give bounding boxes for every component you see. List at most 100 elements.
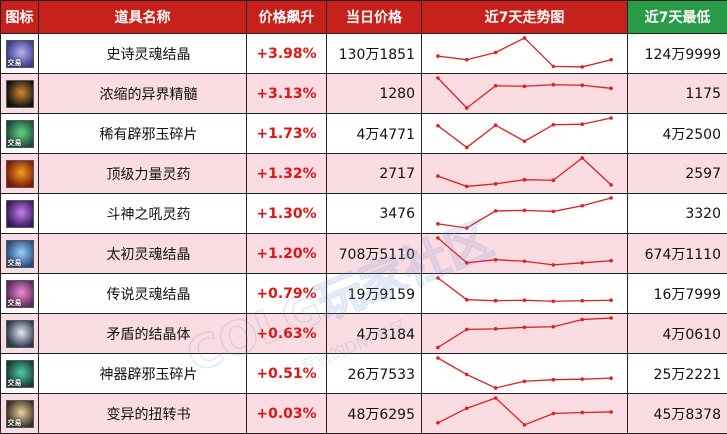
table-row: 顶级力量灵药 +1.32% 2717 2597	[0, 153, 727, 194]
item-name: 传说灵魂结晶	[38, 273, 247, 314]
price-change: +1.30%	[246, 193, 327, 234]
header-price: 当日价格	[326, 0, 422, 34]
trend-cell	[421, 273, 628, 314]
header-icon: 图标	[0, 0, 39, 34]
trend-cell	[421, 233, 628, 274]
header-change: 价格飙升	[246, 0, 327, 34]
trend-point	[464, 297, 469, 302]
trend-point	[522, 298, 527, 303]
tradable-tag: 交易	[7, 258, 22, 267]
trend-point	[522, 177, 527, 182]
trend-point	[580, 156, 585, 160]
trend-point	[436, 276, 440, 280]
trend-point	[493, 298, 498, 303]
trend-point	[522, 36, 527, 40]
table-row: 斗神之吼灵药 +1.30% 3476 3320	[0, 193, 727, 234]
tradable-tag: 交易	[7, 298, 22, 307]
trend-point	[493, 257, 498, 262]
trend-point	[551, 299, 556, 304]
current-price: 26万7533	[326, 353, 422, 394]
tradable-tag: 交易	[7, 58, 22, 67]
trend-point	[580, 261, 585, 265]
current-price: 708万5110	[326, 233, 422, 274]
week-low-price: 45万8378	[627, 393, 727, 434]
trend-point	[580, 83, 585, 88]
trend-cell	[421, 153, 628, 194]
tradable-tag: 交易	[7, 138, 22, 147]
trend-line	[437, 157, 612, 188]
price-change: +0.63%	[246, 313, 327, 354]
trend-cell	[421, 73, 628, 114]
item-name: 稀有辟邪玉碎片	[38, 113, 247, 154]
trend-point	[522, 379, 527, 384]
trend-point	[580, 298, 585, 303]
trend-point	[522, 84, 527, 89]
trend-cell	[421, 193, 628, 234]
trend-sparkline	[436, 76, 613, 110]
trend-point	[580, 410, 585, 415]
current-price: 1280	[326, 73, 422, 114]
trend-cell	[421, 113, 628, 154]
price-change: +0.79%	[246, 273, 327, 314]
trend-point	[493, 396, 498, 400]
trend-point	[436, 356, 440, 360]
trend-point	[609, 316, 613, 320]
trend-point	[522, 208, 527, 213]
trend-sparkline	[436, 236, 613, 267]
trend-sparkline	[436, 316, 613, 350]
trend-point	[580, 122, 585, 126]
trend-point	[493, 182, 498, 186]
table-row: 交易 太初灵魂结晶 +1.20% 708万5110 674万1110	[0, 233, 727, 274]
item-name: 神器辟邪玉碎片	[38, 353, 247, 394]
trend-point	[436, 222, 440, 226]
week-low-price: 674万1110	[627, 233, 727, 274]
price-change: +3.13%	[246, 73, 327, 114]
item-icon-cell: 交易	[0, 33, 39, 74]
trend-point	[464, 106, 469, 110]
condensed-essence-icon	[5, 79, 34, 108]
week-low-price: 3320	[627, 193, 727, 234]
trend-sparkline	[436, 156, 613, 189]
week-low-price: 124万9999	[627, 33, 727, 74]
price-change: +3.98%	[246, 33, 327, 74]
trend-point	[522, 139, 527, 144]
trend-point	[609, 196, 613, 200]
week-low-price: 4万2500	[627, 113, 727, 154]
trend-point	[609, 258, 613, 263]
trend-point	[580, 65, 585, 69]
legend-soul-crystal-icon: 交易	[5, 279, 34, 308]
price-change: +1.73%	[246, 113, 327, 154]
trend-cell	[421, 353, 628, 394]
trend-sparkline	[436, 396, 613, 427]
soul-crystal-epic-icon: 交易	[5, 39, 34, 68]
item-icon-cell: 交易	[0, 113, 39, 154]
trend-line	[437, 277, 612, 302]
trend-point	[493, 123, 498, 128]
trend-point	[436, 421, 440, 425]
trend-line	[437, 357, 612, 389]
tradable-tag: 交易	[7, 418, 22, 427]
item-icon-cell: 交易	[0, 353, 39, 394]
trend-point	[522, 423, 527, 427]
trend-line	[437, 397, 612, 426]
trend-sparkline	[436, 356, 613, 390]
primal-soul-crystal-icon: 交易	[5, 239, 34, 268]
week-low-price: 16万7999	[627, 273, 727, 314]
trend-point	[551, 377, 556, 382]
trend-point	[464, 261, 469, 265]
trend-sparkline	[436, 36, 613, 69]
week-low-price: 2597	[627, 153, 727, 194]
table-row: 浓缩的异界精髓 +3.13% 1280 1175	[0, 73, 727, 114]
table-row: 交易 史诗灵魂结晶 +3.98% 130万1851 124万9999	[0, 33, 727, 74]
trend-sparkline	[436, 276, 613, 304]
trend-point	[464, 57, 469, 62]
trend-point	[551, 263, 556, 267]
trend-point	[493, 83, 498, 88]
tradable-tag: 交易	[7, 378, 22, 387]
trend-point	[493, 50, 498, 55]
trend-point	[609, 376, 613, 380]
strength-elixir-icon	[5, 159, 34, 188]
item-name: 顶级力量灵药	[38, 153, 247, 194]
trend-line	[437, 77, 612, 109]
